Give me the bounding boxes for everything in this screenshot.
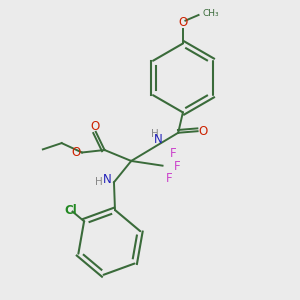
Text: N: N	[154, 133, 163, 146]
Text: N: N	[103, 172, 112, 186]
Text: O: O	[199, 125, 208, 138]
Text: O: O	[178, 16, 188, 29]
Text: O: O	[91, 120, 100, 133]
Text: F: F	[170, 147, 177, 160]
Text: Cl: Cl	[64, 205, 77, 218]
Text: H: H	[95, 177, 103, 187]
Text: F: F	[166, 172, 173, 185]
Text: F: F	[174, 160, 181, 173]
Text: O: O	[72, 146, 81, 159]
Text: CH₃: CH₃	[202, 9, 219, 18]
Text: H: H	[152, 129, 159, 139]
